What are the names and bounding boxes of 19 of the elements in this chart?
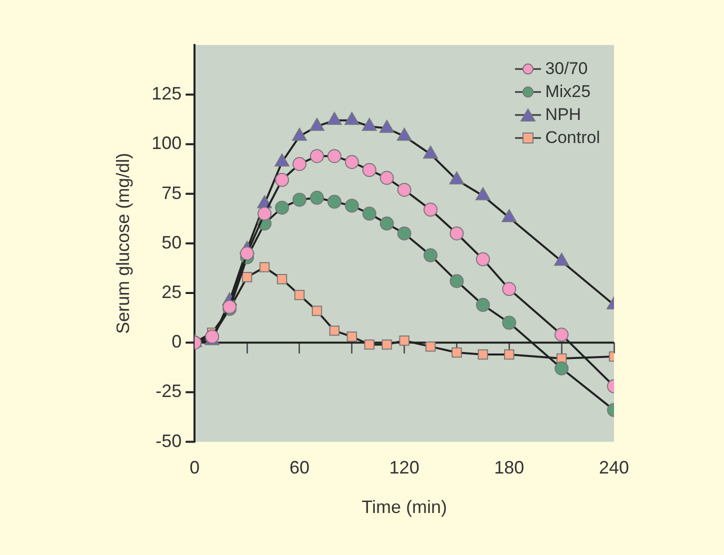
x-axis-title: Time (min) xyxy=(362,497,447,518)
legend-label: Mix25 xyxy=(545,81,591,103)
legend-label: Control xyxy=(545,127,600,149)
y-tick-label: 0 xyxy=(172,332,182,352)
x-tick-label: 60 xyxy=(289,458,310,478)
x-tick-label: 180 xyxy=(494,458,524,478)
y-tick-label: 125 xyxy=(152,84,182,104)
legend-label: 30/70 xyxy=(545,58,588,80)
y-tick-label: 75 xyxy=(162,182,182,203)
y-tick-label: -50 xyxy=(156,430,182,451)
legend-label: NPH xyxy=(545,104,582,126)
x-tick-label: 0 xyxy=(190,458,200,478)
x-tick-label: 240 xyxy=(598,458,630,478)
x-tick-label: 120 xyxy=(389,458,420,478)
y-tick-label: -25 xyxy=(156,381,182,402)
y-tick-label: 100 xyxy=(152,133,182,154)
y-axis-title: Serum glucose (mg/dl) xyxy=(112,152,133,334)
y-tick-label: 50 xyxy=(162,232,182,252)
y-tick-label: 25 xyxy=(162,282,182,302)
